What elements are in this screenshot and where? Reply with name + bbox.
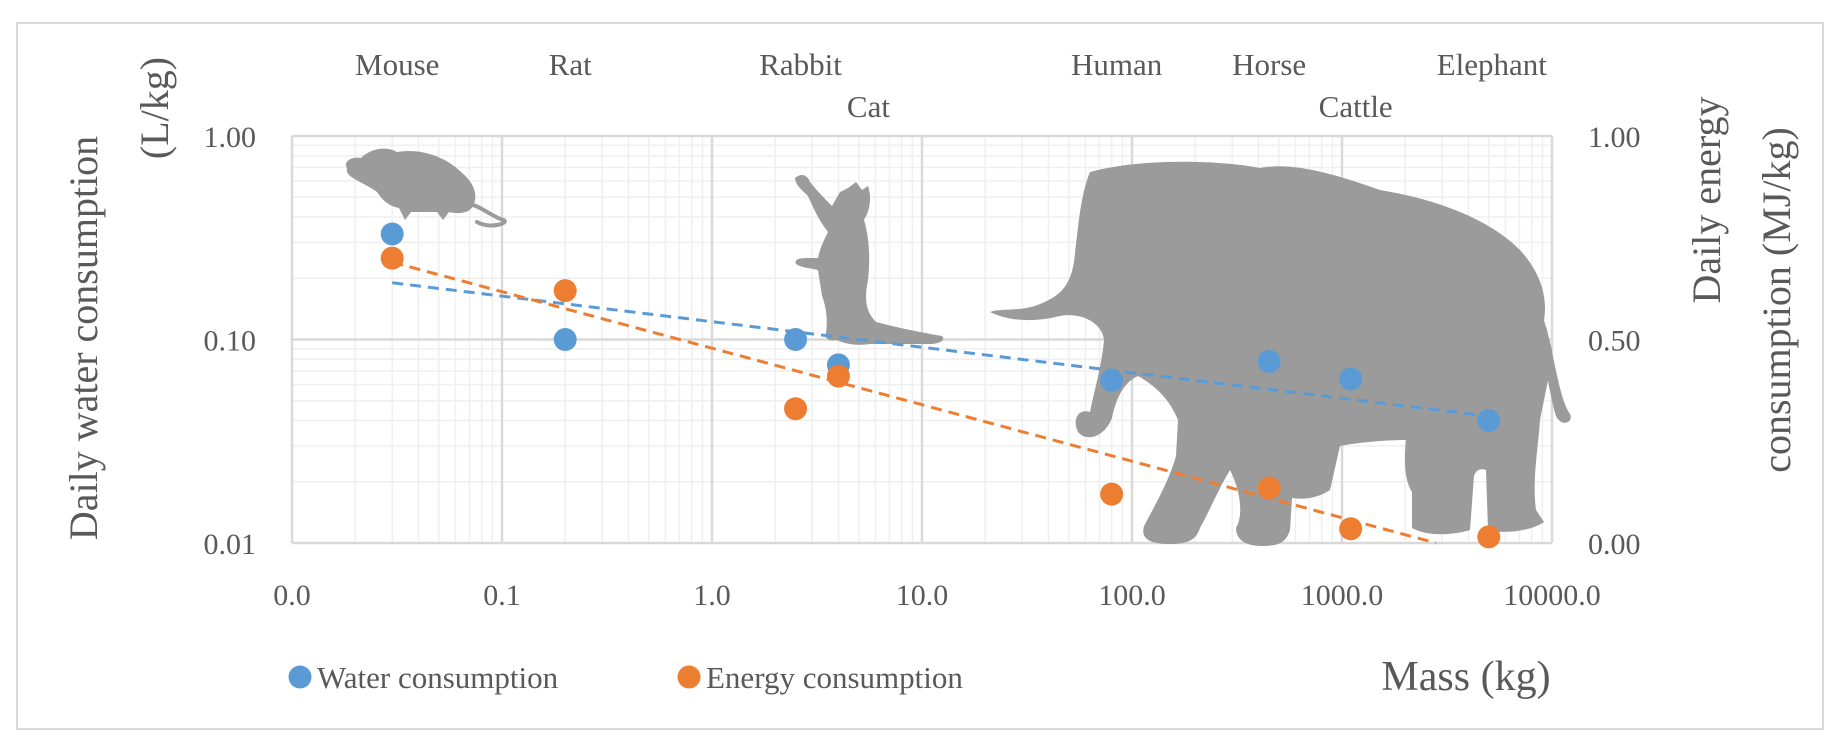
animal-label: Rat — [549, 47, 592, 82]
water-point — [1339, 367, 1363, 391]
water-legend-label: Water consumption — [317, 660, 559, 695]
energy-point — [826, 364, 850, 388]
elephant-tail — [1542, 326, 1571, 423]
y2-axis-title-line2: consumption (MJ/kg) — [1754, 127, 1799, 473]
energy-legend-label: Energy consumption — [706, 660, 963, 695]
x-tick-label: 0.1 — [483, 579, 521, 612]
energy-point — [1339, 517, 1363, 541]
energy-point — [1257, 476, 1281, 500]
y-tick-label: 0.01 — [204, 528, 257, 561]
energy-legend-marker — [677, 665, 701, 689]
y2-tick-label: 0.50 — [1588, 325, 1641, 358]
x-tick-label: 1.0 — [693, 579, 731, 612]
animal-label: Rabbit — [759, 47, 842, 82]
data-points — [380, 222, 1501, 549]
x-tick-label: 0.0 — [273, 579, 311, 612]
animal-label: Mouse — [355, 47, 439, 82]
animal-label: Elephant — [1437, 47, 1548, 82]
x-tick-label: 10000.0 — [1503, 579, 1601, 612]
water-legend-marker — [288, 665, 312, 689]
y-tick-label: 0.10 — [204, 325, 257, 358]
y2-tick-label: 0.00 — [1588, 528, 1641, 561]
x-tick-label: 10.0 — [896, 579, 949, 612]
mouse-body — [345, 148, 476, 220]
energy-point — [553, 279, 577, 303]
y2-axis-title-line1: Daily energy — [1684, 97, 1729, 304]
energy-point — [380, 246, 404, 270]
animal-label: Human — [1071, 47, 1163, 82]
y-tick-label: 1.00 — [204, 121, 257, 154]
energy-point — [1477, 525, 1501, 549]
legend: Water consumption Energy consumption — [288, 660, 963, 695]
y-axis-title-line2: (L/kg) — [132, 57, 177, 159]
water-point — [380, 222, 404, 246]
animal-label: Cat — [847, 89, 890, 124]
mouse-silhouette — [345, 148, 507, 228]
energy-point — [1100, 482, 1124, 506]
x-tick-label: 100.0 — [1098, 579, 1166, 612]
water-point — [1100, 368, 1124, 392]
water-point — [553, 328, 577, 351]
water-point — [1257, 349, 1281, 373]
water-point — [1477, 408, 1501, 432]
energy-point — [784, 397, 808, 421]
water-point — [784, 328, 808, 351]
cat-silhouette — [795, 175, 944, 345]
x-axis-title: Mass (kg) — [1381, 654, 1550, 700]
x-tick-label: 1000.0 — [1301, 579, 1384, 612]
y2-tick-label: 1.00 — [1588, 121, 1641, 154]
water-trendline — [392, 281, 1489, 418]
animal-label: Horse — [1232, 47, 1306, 82]
animal-silhouettes — [345, 148, 1571, 546]
animal-label: Cattle — [1319, 89, 1393, 124]
y-axis-title-line1: Daily water consumption — [61, 136, 106, 540]
mouse-tail — [467, 202, 507, 228]
